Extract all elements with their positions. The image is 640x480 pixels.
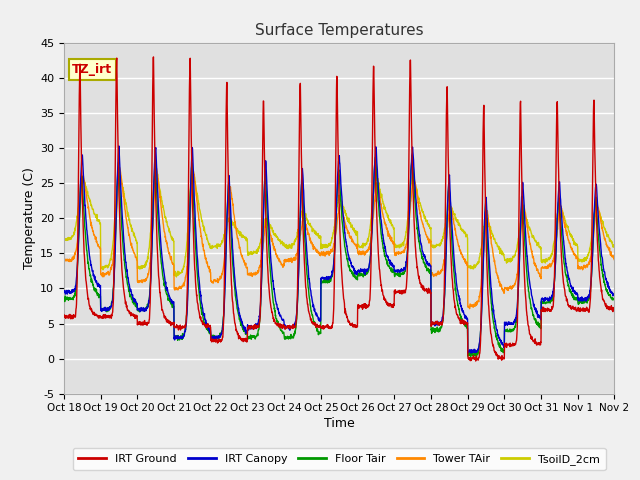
X-axis label: Time: Time <box>324 418 355 431</box>
Legend: IRT Ground, IRT Canopy, Floor Tair, Tower TAir, TsoilD_2cm: IRT Ground, IRT Canopy, Floor Tair, Towe… <box>73 448 605 470</box>
Title: Surface Temperatures: Surface Temperatures <box>255 23 424 38</box>
Y-axis label: Temperature (C): Temperature (C) <box>23 168 36 269</box>
Text: TZ_irt: TZ_irt <box>72 63 113 76</box>
